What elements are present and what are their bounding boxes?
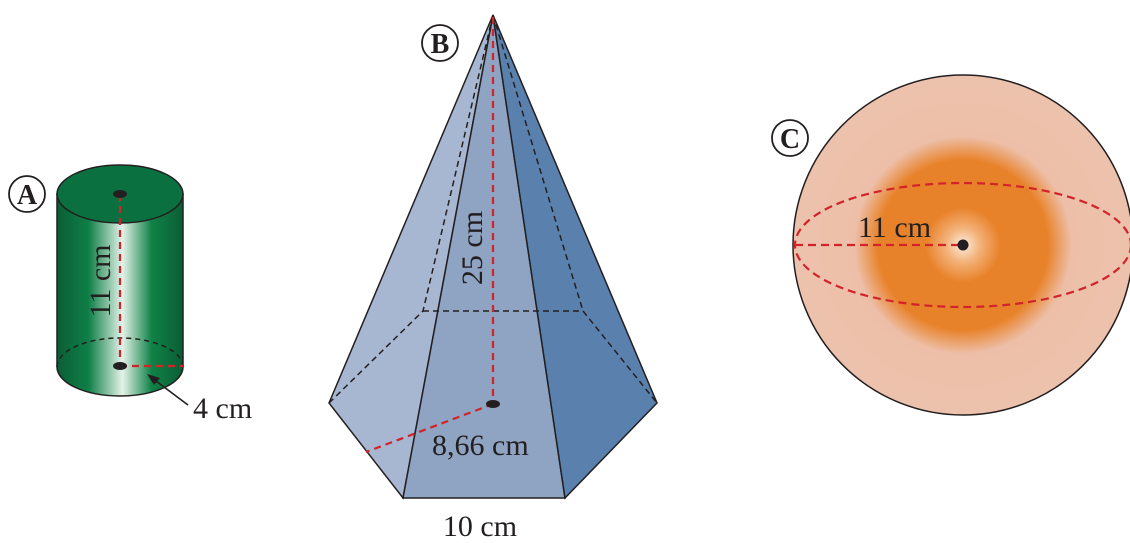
label-b-text: B	[431, 29, 450, 60]
cylinder-radius-label: 4 cm	[193, 392, 252, 425]
sphere-center	[957, 239, 969, 251]
arrowhead-icon	[147, 374, 160, 385]
pyramid-shape: B 25 cm 8,66 cm 10 cm	[328, 14, 658, 543]
label-c-text: C	[780, 124, 800, 155]
label-a: A	[8, 175, 46, 213]
pyramid-apothem-line	[365, 402, 494, 454]
pyramid-face-right	[492, 14, 658, 500]
pyramid-base-edge-label: 10 cm	[443, 510, 517, 543]
cylinder-radius-pointer	[151, 377, 189, 406]
cylinder-top-center	[113, 190, 127, 198]
label-a-text: A	[17, 180, 38, 211]
pyramid-base-center	[486, 400, 500, 408]
pyramid-hidden-edges	[328, 14, 658, 404]
pyramid-apothem-label: 8,66 cm	[432, 429, 529, 462]
label-c: C	[771, 119, 809, 157]
cylinder-base-center	[113, 362, 127, 370]
sphere-shape: C 11 cm	[771, 74, 1130, 416]
cylinder-shape: A 11 cm 4 cm	[8, 164, 252, 425]
cylinder-height-label: 11 cm	[84, 244, 117, 317]
sphere-radius-label: 11 cm	[858, 211, 931, 244]
label-b: B	[421, 24, 459, 62]
pyramid-height-label: 25 cm	[456, 211, 489, 285]
